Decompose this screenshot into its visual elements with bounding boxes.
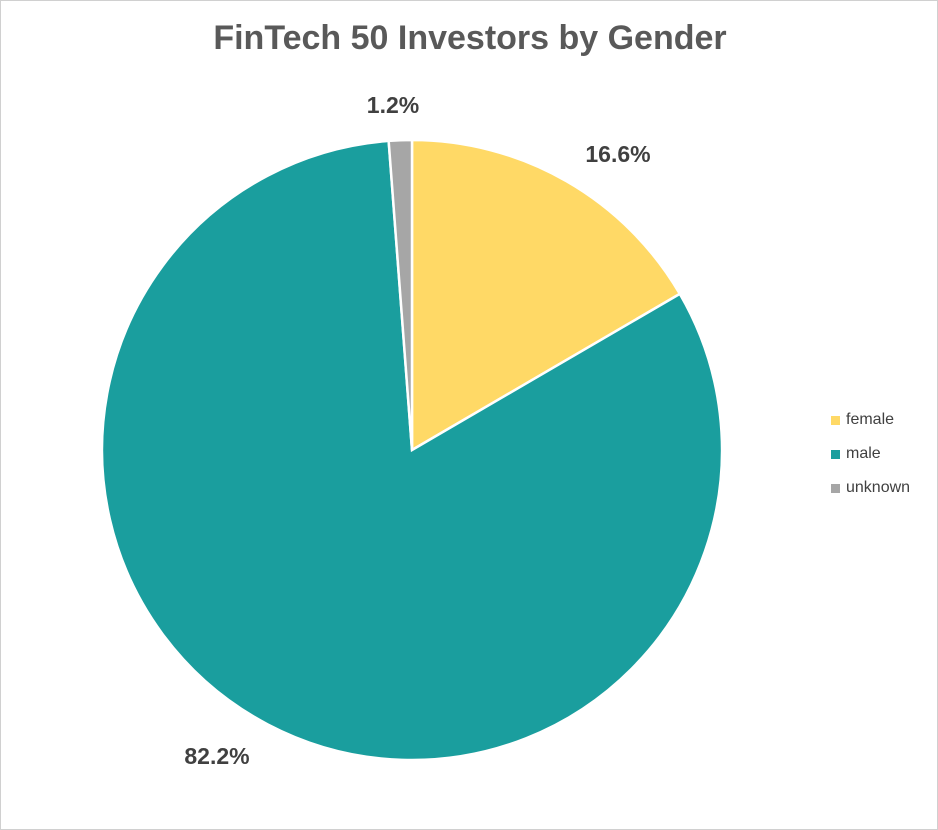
legend-item-unknown: unknown <box>831 471 910 505</box>
legend: female male unknown <box>831 403 910 505</box>
legend-label-female: female <box>846 411 895 428</box>
data-label-female: 16.6% <box>585 141 650 167</box>
chart-title: FinTech 50 Investors by Gender <box>213 19 727 57</box>
pie-slice-female <box>410 138 682 453</box>
legend-item-female: female <box>831 403 910 437</box>
legend-swatch-female <box>831 415 840 425</box>
legend-label-unknown: unknown <box>846 479 911 496</box>
data-label-unknown: 1.2% <box>367 92 419 118</box>
legend-swatch-male <box>831 449 840 459</box>
legend-swatch-unknown <box>831 483 840 493</box>
legend-item-male: male <box>831 437 910 471</box>
pie-slice-male <box>100 139 724 762</box>
data-label-male: 82.2% <box>184 743 249 769</box>
legend-label-male: male <box>846 445 881 462</box>
pie-slice-unknown <box>387 138 414 451</box>
